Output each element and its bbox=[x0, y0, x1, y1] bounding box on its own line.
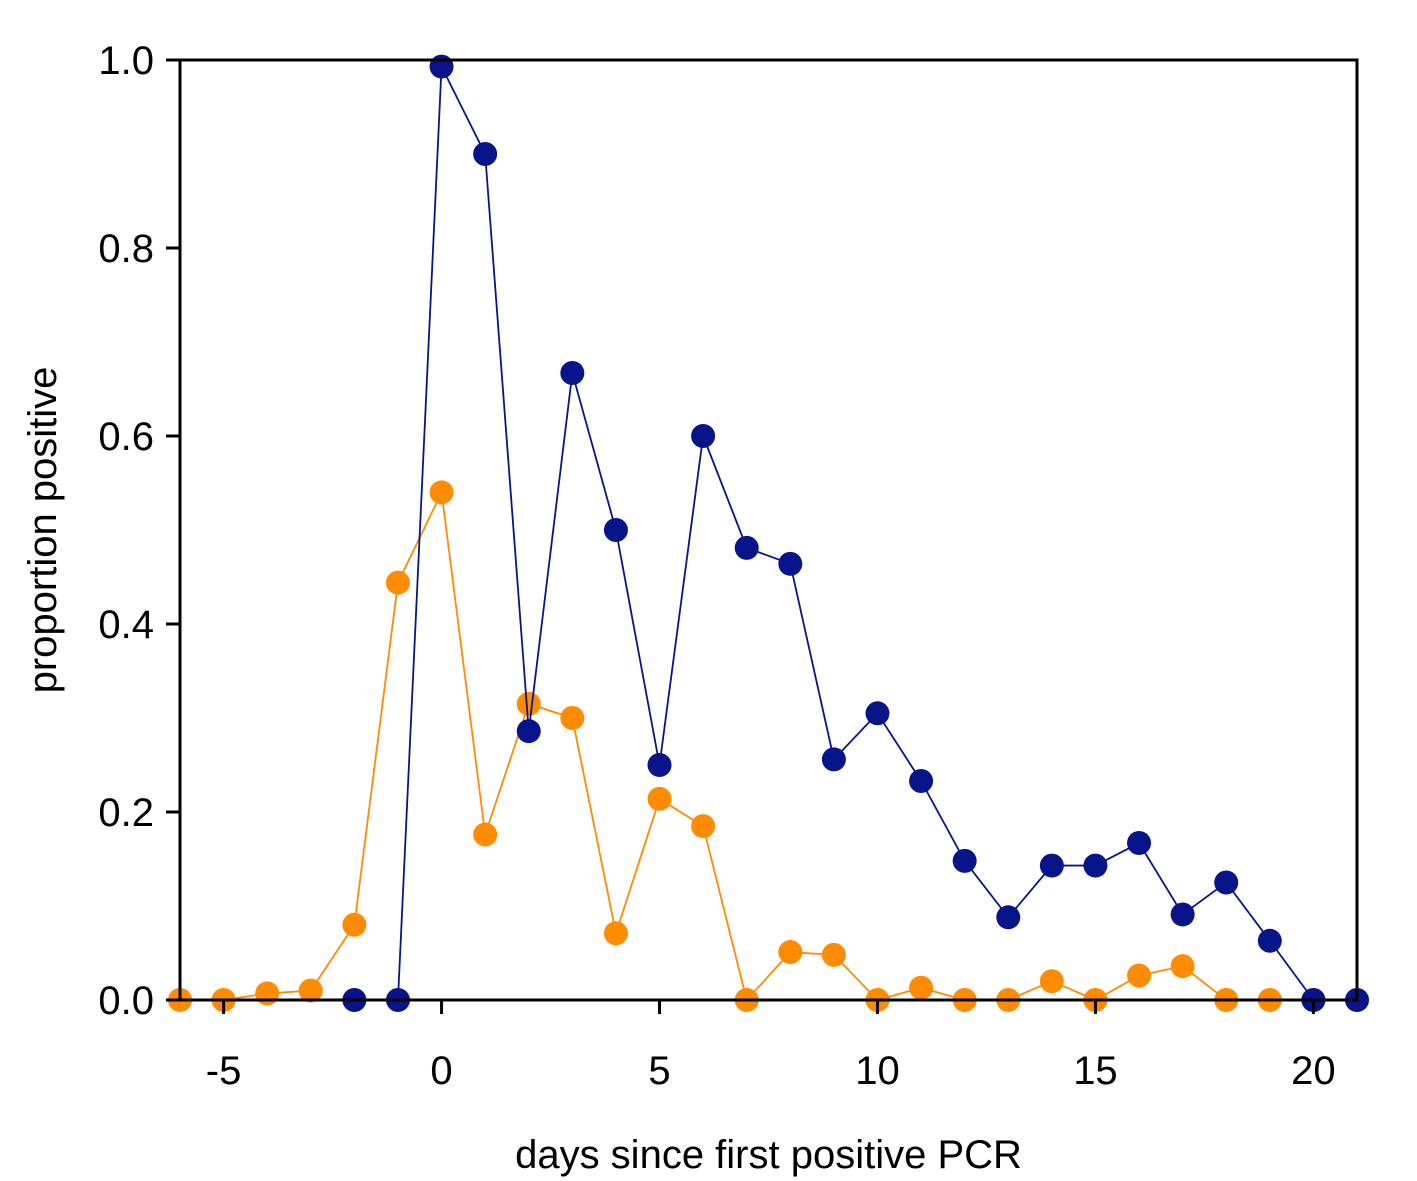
data-point bbox=[821, 942, 846, 967]
y-tick-label: 1.0 bbox=[98, 39, 154, 83]
data-point bbox=[778, 551, 803, 576]
data-point bbox=[473, 142, 498, 166]
data-point bbox=[909, 768, 934, 793]
data-point bbox=[1170, 902, 1195, 927]
x-tick-label: 15 bbox=[1073, 1049, 1118, 1093]
data-point bbox=[560, 706, 585, 730]
x-tick-label: 5 bbox=[648, 1049, 670, 1093]
data-point bbox=[1257, 928, 1282, 953]
data-point bbox=[1039, 969, 1064, 994]
x-tick-label: -5 bbox=[206, 1049, 242, 1093]
series-1 bbox=[168, 480, 1369, 1012]
data-point bbox=[1127, 831, 1152, 856]
data-point bbox=[603, 518, 628, 542]
data-point bbox=[909, 975, 934, 1000]
data-point bbox=[603, 921, 628, 946]
data-point bbox=[516, 719, 541, 744]
y-tick-label: 0.4 bbox=[98, 603, 154, 647]
data-point bbox=[734, 535, 759, 560]
data-point bbox=[516, 691, 541, 716]
x-tick-label: 20 bbox=[1291, 1049, 1336, 1093]
data-point bbox=[865, 701, 890, 726]
data-point bbox=[429, 480, 454, 505]
y-axis-title: proportion positive bbox=[21, 367, 65, 694]
series-0 bbox=[342, 54, 1369, 1012]
y-tick-label: 0.2 bbox=[98, 791, 154, 835]
data-point bbox=[952, 848, 977, 873]
data-point bbox=[1039, 853, 1064, 878]
data-point bbox=[255, 981, 280, 1006]
y-tick-label: 0.0 bbox=[98, 979, 154, 1023]
data-point bbox=[996, 905, 1021, 930]
plot-frame bbox=[178, 58, 1359, 1002]
data-point bbox=[342, 912, 367, 937]
data-point bbox=[1214, 870, 1239, 895]
data-point bbox=[1083, 853, 1108, 878]
data-point bbox=[560, 361, 585, 386]
data-point bbox=[647, 786, 672, 811]
x-axis: -5 0 5 10 15 20 bbox=[206, 1000, 1336, 1093]
data-point bbox=[473, 822, 498, 847]
series-line bbox=[354, 63, 1357, 1001]
y-axis: 0.0 0.2 0.4 0.6 0.8 1.0 bbox=[98, 39, 180, 1023]
data-point bbox=[647, 753, 672, 777]
data-point bbox=[778, 940, 803, 965]
x-tick-label: 0 bbox=[430, 1049, 452, 1093]
data-point bbox=[691, 814, 716, 839]
data-point bbox=[429, 54, 454, 79]
data-point bbox=[298, 978, 323, 1003]
series-layer bbox=[168, 54, 1369, 1012]
data-point bbox=[821, 747, 846, 772]
y-tick-label: 0.6 bbox=[98, 415, 154, 459]
data-point bbox=[385, 570, 410, 595]
x-tick-label: 10 bbox=[855, 1049, 900, 1093]
data-point bbox=[691, 424, 716, 448]
x-axis-title: days since first positive PCR bbox=[515, 1133, 1022, 1177]
y-tick-label: 0.8 bbox=[98, 227, 154, 271]
data-point bbox=[1127, 963, 1152, 988]
series-line bbox=[180, 489, 1357, 1002]
data-point bbox=[1170, 954, 1195, 979]
